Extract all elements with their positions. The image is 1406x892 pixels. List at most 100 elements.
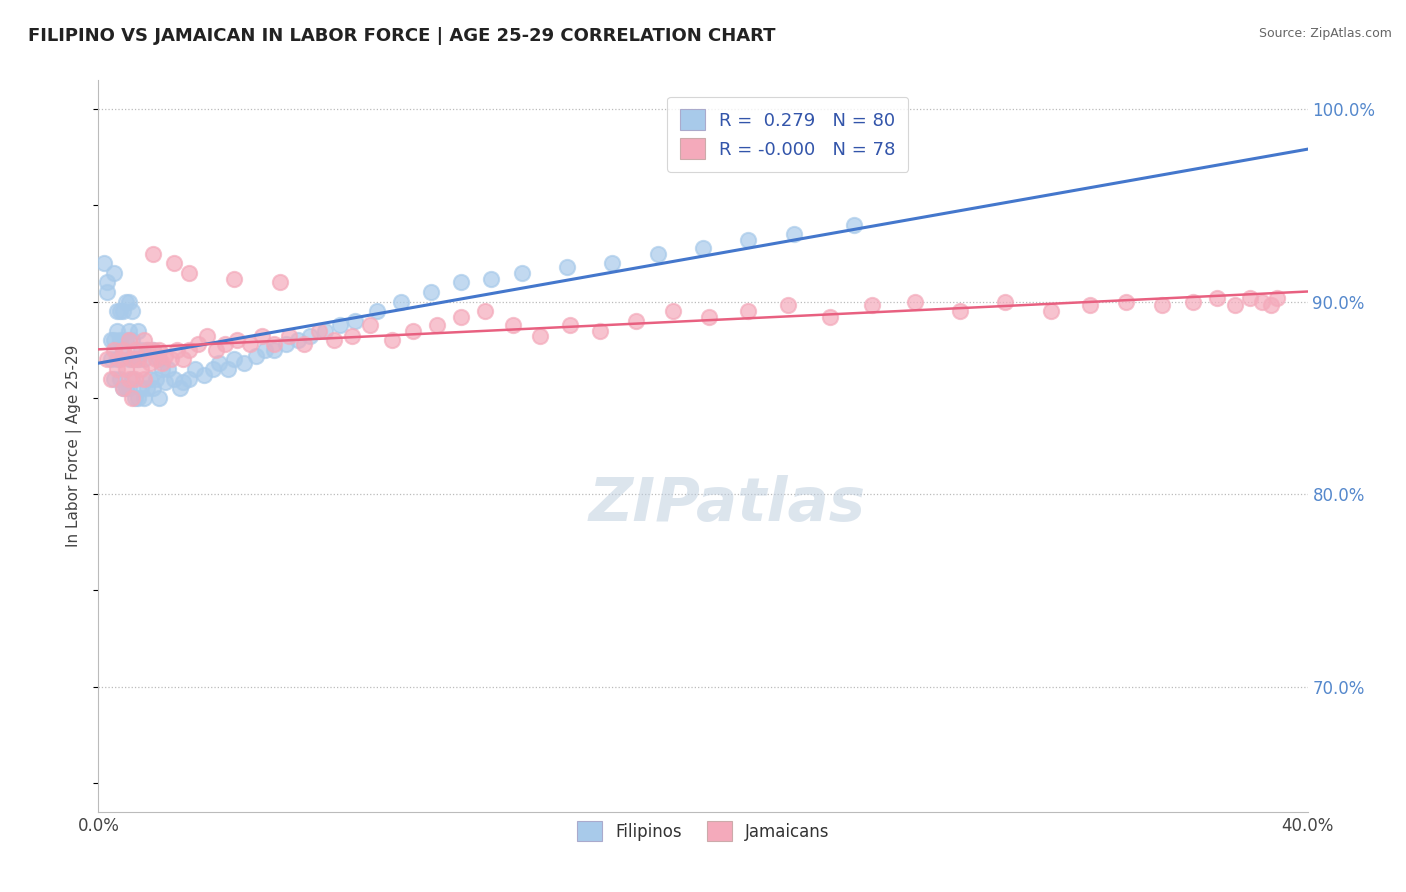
Point [121, 391, 143, 405]
Point [1115, 294, 1137, 309]
Point [96, 285, 118, 299]
Point [139, 356, 162, 370]
Point [169, 381, 191, 395]
Point [661, 304, 683, 318]
Point [205, 343, 228, 357]
Point [118, 324, 141, 338]
Point [558, 318, 581, 332]
Point [360, 318, 382, 332]
Point [148, 352, 170, 367]
Point [163, 256, 186, 270]
Point [994, 294, 1017, 309]
Point [381, 333, 404, 347]
Point [135, 343, 157, 357]
Point [118, 371, 141, 385]
Text: Source: ZipAtlas.com: Source: ZipAtlas.com [1258, 27, 1392, 40]
Point [148, 343, 170, 357]
Point [697, 310, 720, 324]
Point [148, 391, 170, 405]
Point [245, 349, 267, 363]
Legend: Filipinos, Jamaicans: Filipinos, Jamaicans [569, 814, 837, 847]
Point [105, 304, 128, 318]
Point [179, 371, 201, 385]
Point [153, 349, 176, 363]
Point [103, 371, 125, 385]
Point [269, 276, 291, 290]
Point [129, 362, 152, 376]
Point [292, 337, 315, 351]
Point [1078, 298, 1101, 312]
Point [224, 352, 246, 367]
Point [737, 233, 759, 247]
Point [250, 329, 273, 343]
Point [529, 329, 551, 343]
Point [277, 329, 299, 343]
Text: FILIPINO VS JAMAICAN IN LABOR FORCE | AGE 25-29 CORRELATION CHART: FILIPINO VS JAMAICAN IN LABOR FORCE | AG… [28, 27, 776, 45]
Point [118, 381, 141, 395]
Point [100, 371, 122, 385]
Point [510, 266, 533, 280]
Point [111, 304, 134, 318]
Point [121, 352, 143, 367]
Point [108, 333, 131, 347]
Point [226, 333, 249, 347]
Point [105, 324, 128, 338]
Point [1239, 291, 1261, 305]
Point [121, 333, 143, 347]
Point [135, 381, 157, 395]
Point [1181, 294, 1204, 309]
Point [692, 241, 714, 255]
Point [450, 310, 472, 324]
Point [214, 337, 236, 351]
Point [111, 343, 134, 357]
Point [647, 246, 669, 260]
Point [163, 371, 186, 385]
Point [127, 352, 149, 367]
Point [132, 391, 155, 405]
Point [103, 333, 125, 347]
Point [783, 227, 806, 242]
Point [124, 352, 146, 367]
Point [118, 333, 141, 347]
Point [105, 362, 128, 376]
Point [1039, 304, 1062, 318]
Point [263, 337, 285, 351]
Point [166, 343, 188, 357]
Point [193, 368, 215, 382]
Point [366, 304, 388, 318]
Point [474, 304, 496, 318]
Point [114, 362, 136, 376]
Point [402, 324, 425, 338]
Point [114, 294, 136, 309]
Point [502, 318, 524, 332]
Point [142, 246, 165, 260]
Point [135, 343, 157, 357]
Point [142, 343, 165, 357]
Point [103, 266, 125, 280]
Point [844, 218, 866, 232]
Y-axis label: In Labor Force | Age 25-29: In Labor Force | Age 25-29 [66, 345, 83, 547]
Point [187, 337, 209, 351]
Point [127, 352, 149, 367]
Point [129, 381, 152, 395]
Point [1260, 298, 1282, 312]
Point [314, 324, 336, 338]
Point [160, 352, 183, 367]
Point [127, 324, 149, 338]
Point [118, 294, 141, 309]
Point [481, 271, 503, 285]
Point [172, 376, 194, 390]
Point [127, 391, 149, 405]
Point [224, 271, 246, 285]
Point [776, 298, 799, 312]
Point [287, 333, 309, 347]
Point [108, 352, 131, 367]
Point [132, 371, 155, 385]
Point [156, 362, 179, 376]
Point [142, 343, 165, 357]
Point [626, 314, 648, 328]
Point [145, 352, 167, 367]
Point [111, 381, 134, 395]
Point [105, 352, 128, 367]
Point [274, 337, 297, 351]
